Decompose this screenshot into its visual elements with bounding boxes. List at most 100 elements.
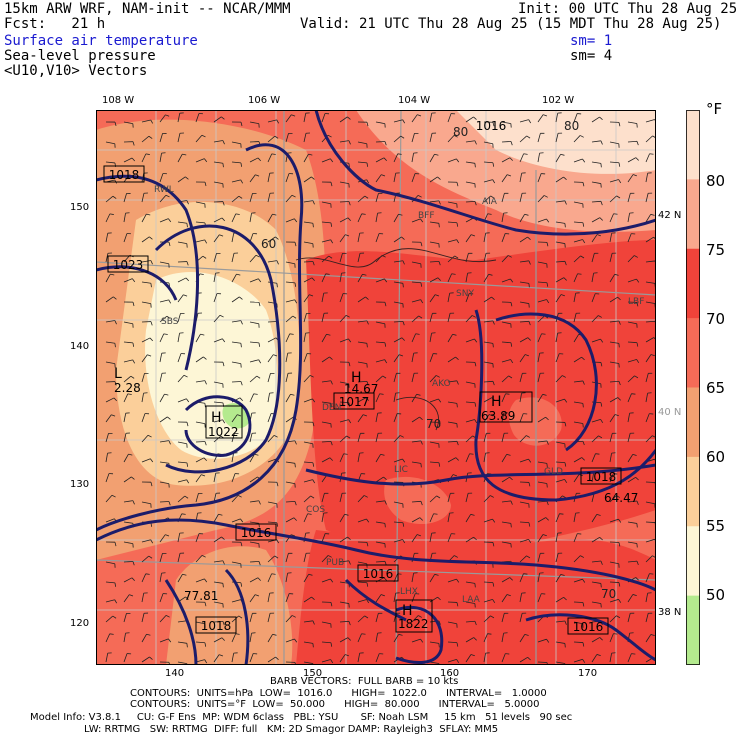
wind-barb: [213, 654, 220, 663]
wind-barb: [231, 473, 236, 483]
wind-barb: [159, 333, 165, 343]
wind-barb-flag: [505, 393, 510, 395]
wind-barb: [231, 381, 242, 383]
wind-barb: [141, 213, 147, 223]
wind-barb-flag: [150, 260, 153, 265]
wind-barb: [555, 553, 559, 563]
wind-barb: [483, 518, 493, 523]
wind-barb: [429, 176, 438, 183]
wind-barb-flag: [200, 333, 205, 336]
wind-barb: [123, 121, 133, 125]
wind-barb: [321, 457, 331, 463]
wind-barb: [501, 359, 511, 363]
wind-barb: [501, 213, 504, 223]
wind-barb: [141, 373, 145, 383]
wind-barb: [267, 501, 277, 505]
wind-barb-flag: [165, 534, 170, 537]
wind-barb: [123, 453, 129, 463]
wind-barb: [627, 140, 638, 143]
wind-barb: [213, 181, 223, 185]
wind-barb-flag: [330, 182, 333, 187]
wind-barb-flag: [222, 201, 225, 206]
wind-barb-flag: [114, 121, 117, 127]
wind-barb-flag: [523, 153, 528, 155]
wind-barb: [123, 233, 128, 243]
wind-barb: [375, 393, 380, 403]
wind-barb: [393, 435, 401, 443]
wind-barb-flag: [366, 582, 369, 587]
wind-barb: [501, 577, 511, 583]
wind-barb: [573, 457, 583, 463]
wind-barb: [627, 393, 632, 403]
wind-barb: [285, 353, 289, 363]
wind-barb-flag: [330, 222, 333, 227]
wind-barb: [177, 479, 187, 483]
wind-barb-flag: [492, 582, 495, 587]
wind-barb: [321, 113, 326, 123]
isotherm-label: 70: [426, 417, 441, 431]
wind-barb: [501, 413, 505, 423]
wind-barb-flag: [420, 218, 424, 223]
wind-barb-flag: [456, 578, 460, 583]
wind-barb: [501, 193, 505, 203]
wind-barb-flag: [348, 338, 352, 343]
wind-barb-flag: [618, 122, 621, 127]
wind-barb-flag: [455, 457, 459, 461]
wind-barb: [249, 476, 258, 483]
wind-barb-flag: [330, 642, 333, 647]
wind-barb-flag: [256, 375, 261, 379]
wind-barb: [357, 453, 360, 463]
wind-barb: [501, 633, 504, 643]
wind-barb-flag: [325, 273, 330, 275]
wind-barb-flag: [276, 260, 279, 265]
wind-barb: [609, 653, 613, 663]
wind-barb: [177, 620, 187, 623]
wind-barb: [627, 375, 635, 383]
wind-barb: [465, 338, 475, 343]
wind-barb: [177, 398, 187, 403]
wind-barb: [303, 353, 308, 363]
wind-barb-flag: [490, 495, 494, 498]
wind-barb-flag: [417, 114, 422, 117]
wind-barb-flag: [291, 114, 296, 117]
wind-barb: [339, 453, 344, 463]
wind-barb: [123, 500, 133, 503]
station-label: RWL: [154, 185, 174, 195]
wind-barb-flag: [219, 314, 224, 318]
wind-barb: [123, 521, 133, 524]
wind-barb-flag: [312, 223, 314, 228]
wind-barb: [645, 435, 653, 443]
wind-barb-flag: [186, 223, 188, 228]
wind-barb: [105, 141, 115, 145]
wind-barb: [249, 500, 259, 503]
wind-barb-flag: [186, 422, 189, 427]
lon-tick: 104 W: [398, 95, 431, 106]
wind-barb-flag: [112, 195, 117, 199]
wind-barb: [519, 373, 523, 383]
wind-barb: [303, 375, 311, 383]
wind-barb: [375, 560, 386, 563]
wind-barb-flag: [417, 195, 422, 198]
wind-barb: [357, 414, 364, 423]
wind-barb: [249, 193, 253, 203]
wind-barb-flag: [527, 337, 531, 341]
wind-barb: [393, 337, 403, 343]
wind-barb: [429, 596, 438, 603]
wind-barb: [375, 213, 378, 223]
wind-barb-flag: [347, 536, 351, 541]
wind-barb-flag: [509, 157, 513, 161]
wind-barb: [159, 373, 163, 383]
wind-barb-flag: [222, 362, 225, 367]
wind-barb: [231, 179, 241, 183]
colorbar-segment: [686, 248, 700, 319]
wind-barb: [159, 194, 167, 203]
isobar-label: 1016: [573, 620, 604, 634]
wind-barb-flag: [492, 599, 496, 604]
wind-barb-flag: [435, 294, 440, 297]
wind-barb: [339, 381, 349, 385]
wind-barb: [159, 153, 162, 163]
wind-barb-flag: [524, 213, 529, 216]
wind-barb: [519, 236, 528, 243]
wind-barb-flag: [599, 217, 603, 221]
wind-barb-flag: [362, 273, 367, 276]
